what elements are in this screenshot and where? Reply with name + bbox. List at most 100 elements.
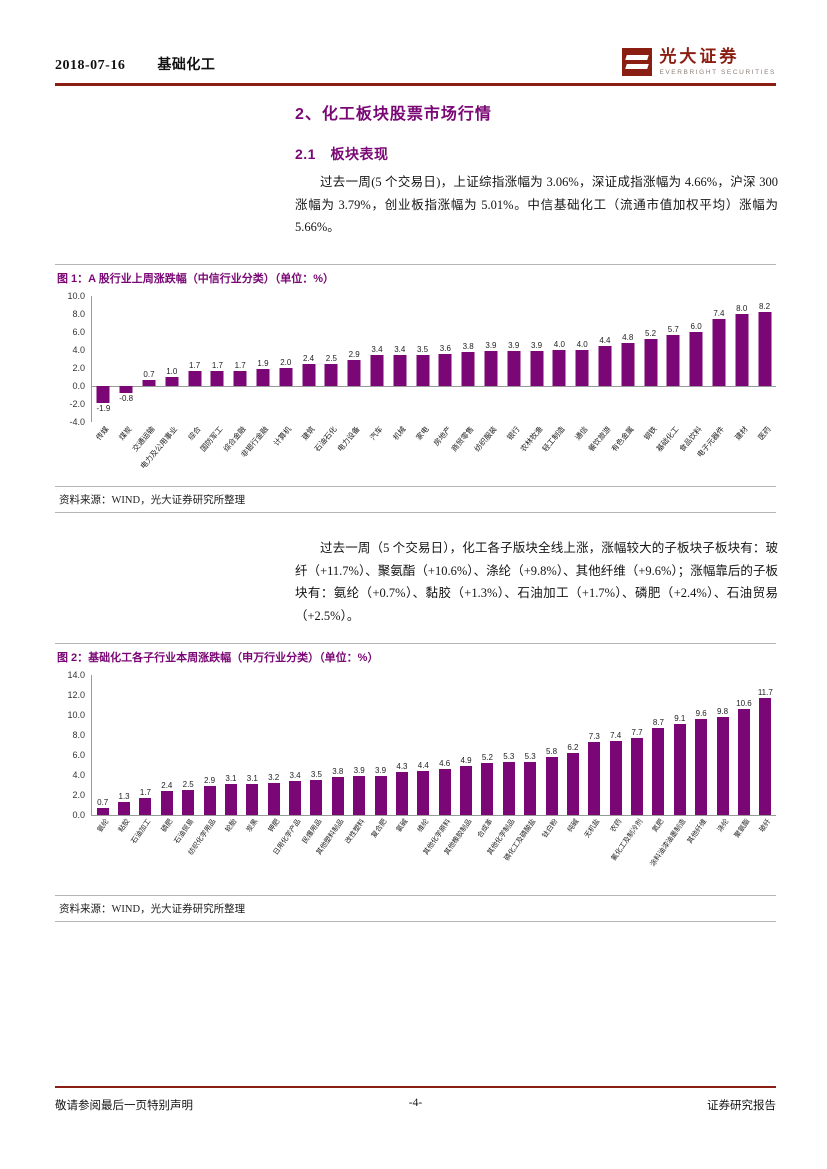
bar-slot: 4.0 通信 [571, 296, 594, 442]
bar [666, 334, 680, 386]
category-label: 磷肥 [160, 818, 175, 834]
bar-value-label: 5.8 [546, 747, 558, 756]
category-label: 汽车 [368, 424, 385, 442]
category-label: 氮肥 [652, 818, 666, 834]
bar [507, 350, 521, 386]
bar-slot: 7.4 电子元器件 [696, 296, 731, 459]
bar-slot: 3.5 家电 [411, 296, 434, 442]
bar [96, 808, 109, 815]
header-left: 2018-07-16 基础化工 [55, 54, 215, 76]
category-label: 基础化工 [654, 424, 681, 454]
bar-value-label: 8.2 [758, 302, 771, 312]
y-axis-tick-label: 6.0 [72, 750, 85, 760]
figure-2: 图 2：基础化工各子行业本周涨跌幅（申万行业分类）（单位：%） 14.0 12.0… [55, 643, 776, 922]
subsection-title: 2.1 板块表现 [295, 146, 389, 162]
bar-value-label: 4.4 [599, 336, 611, 346]
y-axis-tick-label: 10.0 [67, 710, 85, 720]
bar-value-label: 7.3 [588, 732, 600, 741]
bar-slot: 5.8 钛白粉 [541, 675, 562, 839]
bar-slot: 0.7 交通运输 [130, 296, 161, 454]
bar-slot: 1.7 综合 [183, 296, 206, 442]
bar [416, 354, 430, 386]
bar-value-label: 8.0 [736, 304, 748, 313]
bar [310, 780, 323, 815]
category-label: 餐饮旅游 [586, 424, 613, 454]
bar-slots: 0.7 氨纶 1.3 粘胶 1.7 石油加工 2.4 磷肥 2.5 石油贸易 2.9 纺织化学用品 3.… [92, 675, 776, 868]
bar [438, 353, 452, 386]
bar-value-label: 4.9 [460, 756, 472, 765]
bar-value-label: 4.3 [396, 762, 408, 771]
bar-value-label: 1.7 [139, 788, 151, 797]
bar-value-label: 3.1 [246, 774, 258, 783]
paragraph-market-summary: 过去一周(5 个交易日)，上证综指涨幅为 3.06%，深证成指涨幅为 4.66%… [295, 175, 778, 234]
figure1-bar-chart: 10.0 8.0 6.0 4.0 2.0 0.0 -2.0 -4.0 -1.9 传媒 -0.8 煤炭… [55, 291, 776, 482]
bar [160, 791, 173, 815]
y-axis-line [91, 296, 92, 422]
bar-value-label: 1.7 [211, 360, 223, 370]
category-label: 涤纶 [716, 818, 730, 834]
bar-slot: 7.7 氟化工及制冷剂 [611, 675, 647, 862]
y-axis-tick-label: 2.0 [72, 790, 85, 800]
bar-slot: 5.2 合成革 [477, 675, 498, 839]
bar [210, 370, 224, 386]
bar [644, 339, 658, 386]
bar-slot: 1.3 粘胶 [113, 675, 134, 834]
bar-value-label: 3.8 [332, 767, 344, 776]
x-axis-line [91, 386, 776, 387]
bar [524, 762, 537, 815]
figure1-source: 资料来源：WIND，光大证券研究所整理 [55, 486, 776, 513]
bar-value-label: 1.0 [166, 367, 178, 376]
category-label: 粘胶 [117, 818, 132, 834]
bar-slot: 3.1 炭黑 [242, 675, 263, 834]
bar [631, 738, 644, 815]
category-label: 无机盐 [583, 818, 602, 840]
category-label: 聚氨酯 [733, 818, 752, 840]
bar-slot: 5.3 其他化学制品 [486, 675, 519, 857]
bar-slot: 3.9 农林牧渔 [518, 296, 548, 454]
bar-slot: 1.7 石油加工 [131, 675, 156, 845]
bar-slot: 1.7 综合金融 [222, 296, 252, 454]
bar [142, 379, 156, 386]
category-label: 改性塑料 [344, 818, 367, 846]
bar-value-label: 2.0 [280, 358, 292, 367]
bar-slot: 5.3 磷化工及磷酸盐 [504, 675, 541, 862]
bar-slot: 6.2 纯碱 [562, 675, 583, 834]
bar [347, 359, 361, 386]
bar-slot: 8.0 建材 [730, 296, 753, 442]
bar [689, 332, 703, 386]
bar-value-label: 9.6 [695, 709, 707, 718]
bar-slot: 4.4 维纶 [413, 675, 434, 834]
category-label: 银行 [504, 424, 522, 442]
bar-slot: 3.2 钾肥 [263, 675, 284, 834]
bar-slot: 3.6 房地产 [432, 296, 457, 448]
bar-value-label: 2.5 [182, 780, 194, 789]
bar [188, 370, 202, 386]
bar [182, 790, 195, 815]
bar [737, 709, 750, 815]
bar-slot: 3.9 改性塑料 [345, 675, 370, 845]
bar-value-label: 7.4 [713, 309, 725, 319]
x-axis-line [91, 815, 776, 816]
bar [484, 350, 498, 386]
bar-slot: 7.3 无机盐 [584, 675, 605, 839]
bar-slot: 3.8 其他塑料制品 [315, 675, 348, 857]
bar-slot: 4.3 氯碱 [391, 675, 412, 834]
y-axis-tick-label: 10.0 [67, 291, 85, 301]
category-label: 通信 [573, 424, 590, 442]
bar-slot: 9.8 涤纶 [712, 675, 733, 834]
category-label: 石油石化 [312, 424, 340, 454]
bar [224, 784, 237, 815]
bar-value-label: -1.9 [96, 404, 111, 414]
category-label: 电力设备 [335, 424, 362, 454]
y-axis-tick-label: 14.0 [67, 670, 85, 680]
bar-value-label: 1.7 [189, 360, 201, 370]
category-label: 玻纤 [758, 818, 773, 834]
bar-value-label: 2.5 [325, 353, 337, 363]
bar [566, 753, 579, 815]
category-label: 炭黑 [245, 818, 260, 834]
figure1-caption: 图 1：A 股行业上周涨跌幅（中信行业分类）（单位：%） [57, 273, 335, 285]
report-date: 2018-07-16 [55, 58, 126, 73]
bar-slot: 5.7 基础化工 [655, 296, 685, 454]
bar [233, 370, 247, 386]
bar [324, 363, 338, 386]
